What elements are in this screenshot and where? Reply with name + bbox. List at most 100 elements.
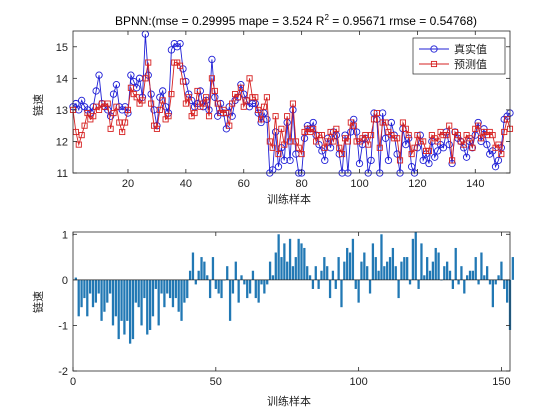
data-point [145,59,152,66]
bar [143,279,146,299]
bar [326,266,329,280]
bar [471,270,475,280]
bar [351,238,355,280]
bar [131,279,135,340]
y-tick-label: 14 [56,73,68,85]
bar [448,270,452,280]
data-point [142,75,149,82]
bar [211,257,215,280]
top-chart-title: BPNN:(mse = 0.29995 mape = 3.524 R2 = 0.… [115,13,477,28]
data-point [179,78,187,85]
x-tick-label: 20 [122,178,134,190]
data-point [139,97,146,104]
axes-box [72,231,511,372]
data-point [240,103,247,110]
title-main: BPNN:(mse = 0.29995 mape = 3.524 R [115,14,325,28]
bar [148,279,152,330]
bar [306,266,309,280]
x-tick-label: 50 [210,376,222,388]
data-point [433,147,442,155]
bar [186,279,189,299]
data-point [75,141,82,148]
bar [231,279,235,294]
bar [100,279,103,321]
bar [500,261,503,280]
bar [108,279,112,294]
bar [226,266,229,280]
bar [103,279,106,312]
data-point [95,106,103,113]
data-point [240,90,248,98]
bar [297,238,300,280]
data-point [208,75,215,82]
bar [457,279,460,285]
bar [488,279,492,285]
bar [468,270,472,280]
data-point [466,135,473,142]
bar [203,261,206,280]
bar [237,279,240,303]
bar [157,279,160,326]
x-tick-label: 60 [238,178,250,190]
data-point [258,116,265,123]
bar [486,266,489,280]
data-point [367,156,375,165]
bar [428,270,432,280]
bar [454,247,457,280]
data-point [414,132,421,139]
data-point [419,156,427,165]
bar [274,252,277,280]
bar [83,279,86,299]
data-point [252,94,259,101]
data-point [298,151,305,158]
data-point [78,132,85,139]
bar [360,261,363,280]
bar [128,279,132,344]
bar [168,279,172,299]
data-point [107,125,114,132]
bar [403,257,406,280]
data-point [124,106,132,113]
data-point [321,156,329,165]
bar [80,279,83,308]
data-point [321,144,328,151]
data-point [336,144,343,151]
data-point [333,125,340,132]
bar [474,257,477,280]
data-point [370,116,378,123]
bar [348,252,352,280]
data-point [271,128,280,136]
bar [154,279,157,289]
data-point [449,157,456,164]
bar [180,279,183,321]
bar [388,257,392,280]
bar [260,279,263,285]
bar [134,279,137,303]
bar [188,270,192,280]
bar [97,279,100,294]
data-point [269,144,276,151]
data-point [119,128,126,136]
data-point [494,156,503,165]
bar [503,279,506,289]
y-tick-label: 15 [56,42,68,54]
plot-area [73,232,510,371]
data-point [159,87,167,95]
bar [283,243,286,280]
bar [257,279,260,303]
data-point [78,96,86,105]
bar [497,275,500,280]
bar [506,279,509,303]
data-point [211,87,218,95]
data-point [182,100,189,107]
bar [166,279,169,294]
bottom-bar-chart: 0 50 100 150 -2 -1 0 1 [58,229,514,388]
bar [117,279,120,340]
data-point [156,106,163,113]
bar [77,279,80,317]
legend-label: 预测值 [454,58,487,71]
bar [106,279,109,303]
bar [126,279,129,321]
x-tick-label: 40 [180,178,192,190]
